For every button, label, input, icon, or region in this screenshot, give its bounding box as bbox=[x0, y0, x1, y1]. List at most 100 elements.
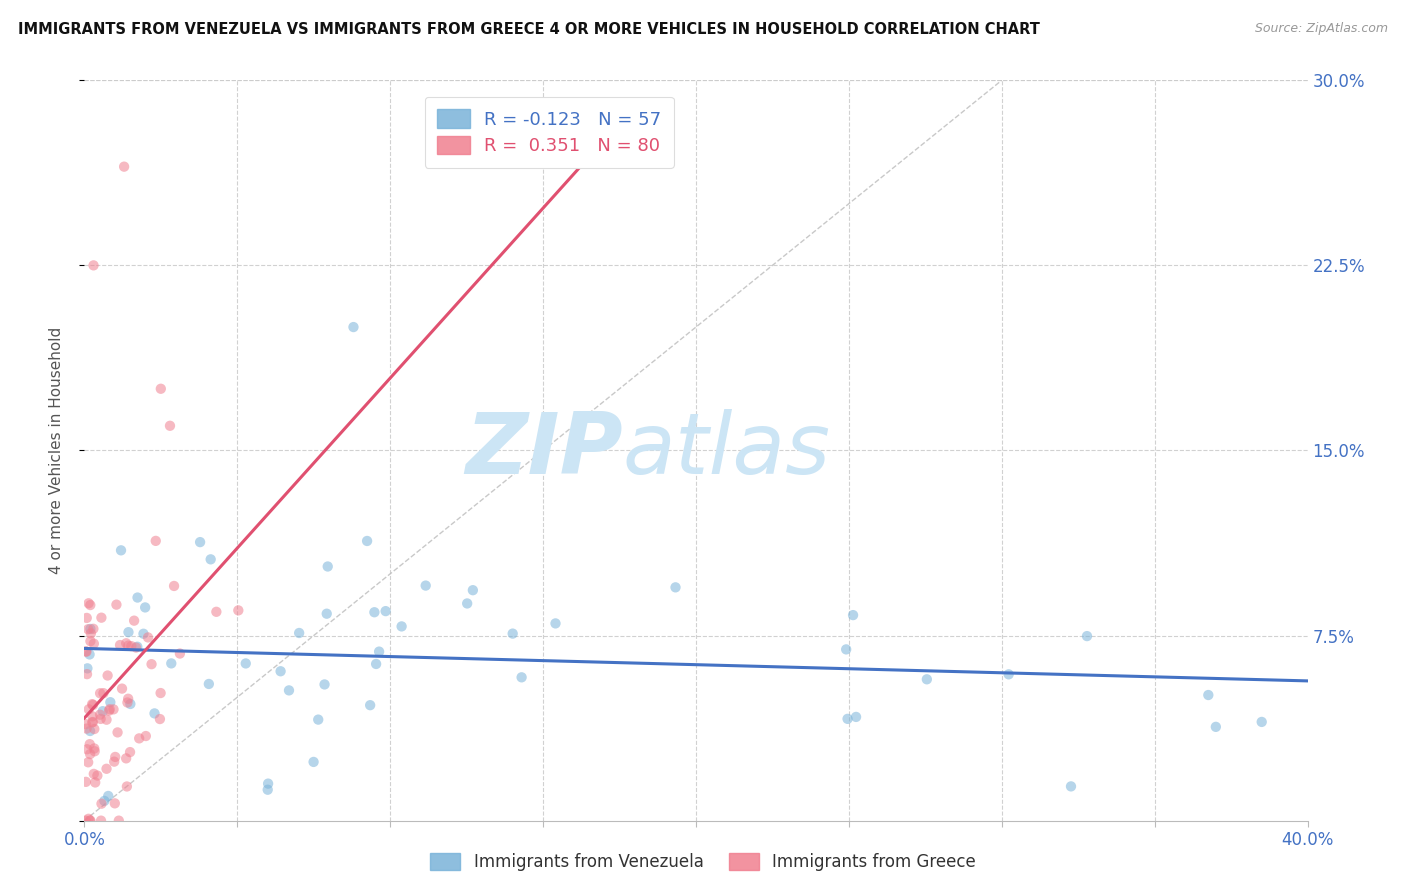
Point bbox=[115, 751, 138, 765]
Point bbox=[79, 622, 101, 636]
Point bbox=[915, 673, 938, 687]
Point bbox=[257, 776, 280, 791]
Point bbox=[82, 697, 104, 711]
Point bbox=[98, 702, 121, 716]
Point bbox=[997, 667, 1019, 681]
Point bbox=[115, 780, 138, 794]
Legend: R = -0.123   N = 57, R =  0.351   N = 80: R = -0.123 N = 57, R = 0.351 N = 80 bbox=[425, 96, 673, 168]
Point bbox=[502, 626, 524, 640]
Point bbox=[79, 598, 101, 612]
Point bbox=[136, 631, 159, 645]
Point bbox=[76, 661, 98, 675]
Point bbox=[366, 657, 388, 671]
Point bbox=[76, 722, 98, 736]
Point bbox=[90, 712, 112, 726]
Point bbox=[835, 642, 858, 657]
Point bbox=[82, 715, 104, 730]
Point bbox=[82, 714, 104, 729]
Point bbox=[544, 616, 567, 631]
Point bbox=[842, 608, 865, 623]
Point bbox=[117, 625, 139, 640]
Point bbox=[302, 755, 325, 769]
Point bbox=[128, 731, 150, 746]
Point bbox=[76, 742, 98, 756]
Point bbox=[76, 667, 98, 681]
Point bbox=[108, 814, 131, 828]
Point bbox=[103, 755, 125, 769]
Point bbox=[235, 657, 257, 671]
Point bbox=[112, 160, 135, 174]
Point bbox=[79, 634, 101, 648]
Point bbox=[84, 775, 107, 789]
Point bbox=[77, 702, 100, 716]
Point bbox=[93, 794, 115, 808]
Point bbox=[664, 580, 686, 594]
Point bbox=[75, 644, 97, 658]
Point bbox=[314, 677, 336, 691]
Point bbox=[90, 797, 112, 811]
Point bbox=[79, 814, 101, 828]
Point bbox=[83, 722, 105, 736]
Point bbox=[77, 622, 100, 636]
Point bbox=[75, 717, 97, 731]
Point bbox=[205, 605, 228, 619]
Point bbox=[356, 533, 378, 548]
Point bbox=[163, 579, 186, 593]
Point bbox=[77, 756, 100, 770]
Point bbox=[110, 543, 132, 558]
Point bbox=[160, 657, 183, 671]
Point bbox=[120, 639, 142, 653]
Point bbox=[96, 762, 118, 776]
Text: atlas: atlas bbox=[623, 409, 831, 492]
Point bbox=[111, 681, 134, 696]
Point bbox=[342, 320, 364, 334]
Point bbox=[83, 744, 105, 758]
Point bbox=[415, 578, 437, 592]
Point bbox=[76, 611, 98, 625]
Point bbox=[83, 767, 105, 781]
Point bbox=[96, 713, 118, 727]
Point bbox=[90, 610, 112, 624]
Point bbox=[1197, 688, 1219, 702]
Point bbox=[169, 647, 191, 661]
Point bbox=[89, 686, 111, 700]
Point bbox=[359, 698, 381, 713]
Point bbox=[122, 614, 145, 628]
Point bbox=[83, 637, 105, 651]
Point bbox=[93, 686, 115, 700]
Point bbox=[149, 712, 172, 726]
Point bbox=[127, 591, 149, 605]
Point bbox=[1076, 629, 1098, 643]
Point bbox=[79, 648, 101, 662]
Point bbox=[117, 639, 139, 653]
Point bbox=[117, 691, 139, 706]
Point bbox=[97, 789, 120, 803]
Point bbox=[837, 712, 859, 726]
Point bbox=[135, 729, 157, 743]
Point bbox=[134, 600, 156, 615]
Point bbox=[90, 814, 112, 828]
Point bbox=[315, 607, 337, 621]
Point bbox=[104, 750, 127, 764]
Point bbox=[363, 605, 385, 619]
Point bbox=[108, 638, 131, 652]
Point bbox=[79, 737, 101, 751]
Point bbox=[82, 709, 104, 723]
Point bbox=[1205, 720, 1227, 734]
Point bbox=[125, 640, 148, 655]
Point bbox=[159, 418, 181, 433]
Point bbox=[845, 710, 868, 724]
Point bbox=[198, 677, 221, 691]
Point bbox=[80, 626, 103, 640]
Point bbox=[188, 535, 211, 549]
Point bbox=[82, 622, 104, 636]
Point bbox=[83, 258, 105, 272]
Point bbox=[127, 640, 149, 654]
Point bbox=[1250, 714, 1272, 729]
Point bbox=[391, 619, 413, 633]
Point bbox=[98, 704, 121, 718]
Point bbox=[132, 626, 155, 640]
Point bbox=[461, 583, 484, 598]
Point bbox=[374, 604, 396, 618]
Point bbox=[120, 697, 142, 711]
